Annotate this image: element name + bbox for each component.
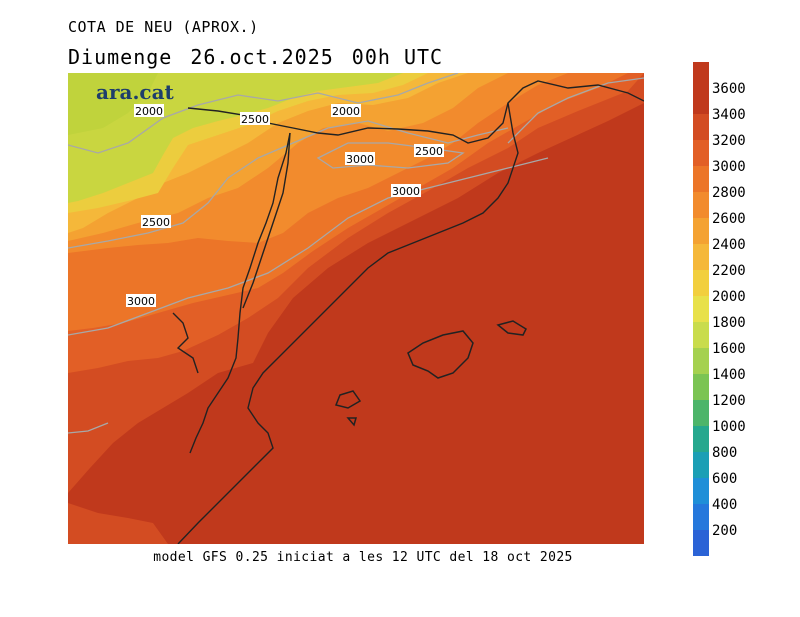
legend-swatch [693,452,709,478]
legend-label: 600 [712,471,738,487]
valencia-border [172,312,199,374]
contour-label: 3000 [346,153,374,166]
brand-logo: ara.cat [96,80,175,104]
legend-swatch [693,348,709,374]
snow-level-map: ara.cat 2000 2500 2000 3000 2500 3000 25… [68,73,644,544]
legend-swatch [693,530,709,556]
legend-label: 200 [712,523,738,539]
legend-label: 2600 [712,211,746,227]
legend-label: 1200 [712,393,746,409]
legend-label: 1600 [712,341,746,357]
island-ibiza [334,390,362,409]
legend-labels: 3600 3400 3200 3000 2800 2600 2400 2200 2000 1800… [712,62,792,556]
variable-title: COTA DE NEU (APROX.) [68,18,259,36]
contour-label: 2000 [332,105,360,118]
legend-swatch [693,478,709,504]
contour-label: 2500 [142,216,170,229]
contour-label-group: 2000 2500 2000 3000 2500 3000 2500 3000 [126,104,444,308]
legend-label: 3200 [712,133,746,149]
legend-label: 800 [712,445,738,461]
forecast-day: Diumenge [68,45,173,69]
contour-3000-n [316,142,465,169]
forecast-date: 26.oct.2025 [190,45,334,69]
legend-label: 3000 [712,159,746,175]
contour-2000 [68,73,459,154]
legend-swatch [693,374,709,400]
legend-swatch [693,322,709,348]
forecast-time: 00h UTC [351,45,444,69]
legend-swatch [693,244,709,270]
legend-swatch [693,426,709,452]
color-legend [693,62,709,556]
legend-label: 2000 [712,289,746,305]
legend-swatch [693,62,709,88]
legend-label: 1800 [712,315,746,331]
map-band-3400-s [68,503,168,544]
model-info: model GFS 0.25 iniciat a les 12 UTC del … [153,550,573,565]
aragon-border [242,132,291,309]
legend-label: 3400 [712,107,746,123]
contour-lines [68,73,644,434]
legend-label: 1000 [712,419,746,435]
contour-label: 3000 [127,295,155,308]
island-mallorca [407,330,474,379]
legend-swatch [693,296,709,322]
contour-2500-e [507,77,644,144]
legend-swatch [693,114,709,140]
legend-label: 2200 [712,263,746,279]
forecast-datetime: Diumenge 26.oct.2025 00h UTC [68,45,461,69]
legend-swatch [693,400,709,426]
legend-swatch [693,88,709,114]
contour-label: 2500 [241,113,269,126]
catalonia-inland-border [189,132,291,454]
contour-2500 [68,120,509,249]
legend-label: 2400 [712,237,746,253]
pyrenees-border [187,80,644,144]
island-menorca [496,320,527,336]
map-band-1800 [68,73,158,135]
legend-swatch [693,218,709,244]
coast-mainland [177,102,519,544]
island-formentera [346,417,357,427]
legend-swatch [693,166,709,192]
legend-label: 2800 [712,185,746,201]
legend-label: 3600 [712,81,746,97]
legend-label: 1400 [712,367,746,383]
contour-label: 3000 [392,185,420,198]
legend-swatch [693,504,709,530]
borders [172,80,644,544]
legend-swatch [693,270,709,296]
contour-side [68,422,109,434]
legend-swatch [693,192,709,218]
contour-label: 2000 [135,105,163,118]
legend-swatch [693,140,709,166]
contour-label: 2500 [415,145,443,158]
balearic-islands [334,320,527,427]
contour-3000 [68,157,549,336]
legend-label: 400 [712,497,738,513]
